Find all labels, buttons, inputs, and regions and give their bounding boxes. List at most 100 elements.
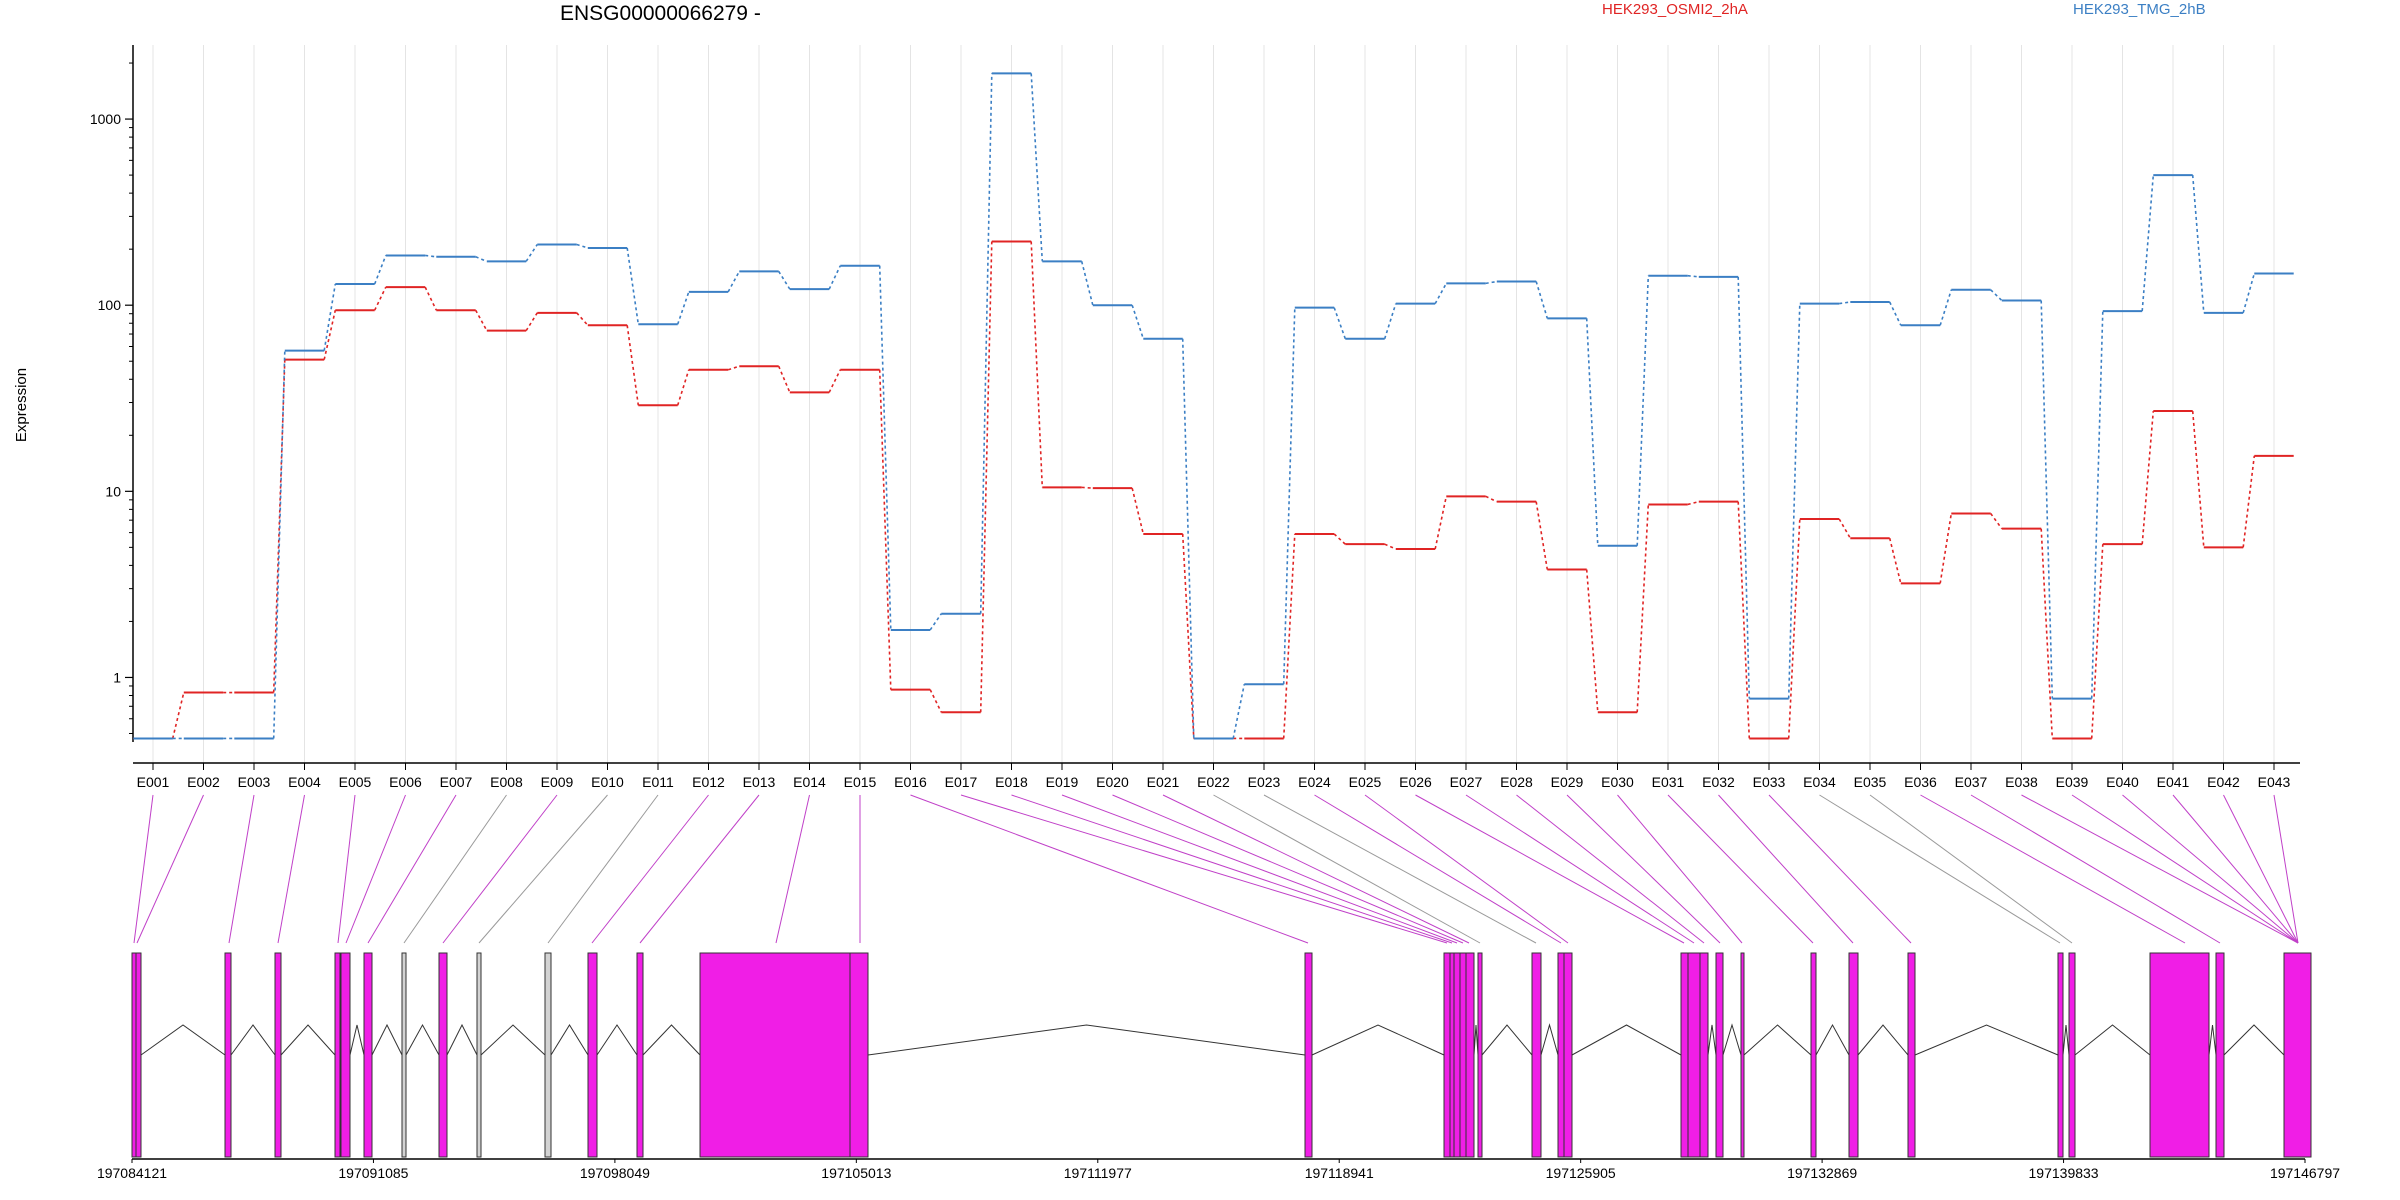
exon-label-e027: E027 [1450, 774, 1483, 790]
intron [405, 1023, 440, 1056]
exon-label-e013: E013 [743, 774, 776, 790]
exon-label-e033: E033 [1753, 774, 1786, 790]
exon-connector [1314, 794, 1562, 944]
exon-label-e006: E006 [389, 774, 422, 790]
intron [2208, 1024, 2217, 1056]
exon-connector [1718, 794, 1854, 944]
y-tick-label: 1000 [90, 111, 121, 127]
exon-connector [1768, 794, 1912, 944]
exon-connector [442, 794, 558, 944]
intron [596, 1024, 638, 1056]
exon-connector [1112, 794, 1464, 944]
exon-box [1687, 952, 1701, 1158]
exon-label-e009: E009 [541, 774, 574, 790]
y-tick-label: 1 [113, 669, 121, 685]
exon-connector [960, 794, 1448, 944]
exon-connector [228, 794, 255, 944]
series-lines [133, 72, 2294, 740]
intron [140, 1024, 226, 1056]
exon-box [699, 952, 851, 1158]
exon-label-e038: E038 [2005, 774, 2038, 790]
exon-connector [1263, 794, 1537, 944]
exon-label-e011: E011 [642, 774, 674, 790]
exon-box [1907, 952, 1916, 1158]
exon-label-e020: E020 [1096, 774, 1129, 790]
exon-connector [639, 794, 760, 944]
exon-box [2283, 952, 2312, 1158]
intron [550, 1024, 589, 1056]
exon-connector [2122, 794, 2299, 944]
exon-box [363, 952, 373, 1158]
exon-label-e003: E003 [238, 774, 271, 790]
exon-connector [775, 794, 810, 944]
exon-label-e014: E014 [793, 774, 826, 790]
legend-entry-tmg: HEK293_TMG_2hB [2073, 1, 2206, 18]
exon-connector [1920, 794, 2186, 944]
exon-box [1810, 952, 1817, 1158]
exon-box [438, 952, 448, 1158]
exon-box [274, 952, 282, 1158]
exon-label-e025: E025 [1349, 774, 1382, 790]
exon-connector [1566, 794, 1721, 944]
exon-label-e007: E007 [440, 774, 473, 790]
genomic-tick-label: 197084121 [97, 1165, 167, 1181]
gene-model [131, 952, 2312, 1158]
exon-connector [910, 794, 1309, 944]
exon-label-e002: E002 [187, 774, 220, 790]
genomic-tick-label: 197091085 [338, 1165, 408, 1181]
exon-connector [133, 794, 154, 944]
genomic-tick-label: 197118941 [1305, 1165, 1374, 1181]
exon-box [1563, 952, 1573, 1158]
vertical-grid [152, 45, 2275, 763]
intron [480, 1024, 546, 1056]
intron [371, 1023, 403, 1056]
exon-label-e029: E029 [1551, 774, 1584, 790]
exon-connector [1819, 794, 2061, 944]
intron [1815, 1023, 1850, 1056]
exon-box [587, 952, 598, 1158]
exon-box [544, 952, 552, 1158]
exon-box [2215, 952, 2225, 1158]
chart-title: ENSG00000066279 - [560, 2, 761, 25]
exon-connector [1011, 794, 1453, 944]
exon-connector [1970, 794, 2221, 944]
intron [1914, 1024, 2059, 1056]
y-tick-label: 10 [105, 483, 121, 499]
intron [2223, 1024, 2285, 1056]
exon-box [2068, 952, 2076, 1158]
genomic-tick-label: 197139833 [2029, 1165, 2099, 1181]
exon-label-e023: E023 [1248, 774, 1281, 790]
exon-box [334, 952, 341, 1158]
exon-label-e015: E015 [844, 774, 877, 790]
exon-box [401, 952, 407, 1158]
exon-connector [1364, 794, 1569, 944]
exon-label-e036: E036 [1904, 774, 1937, 790]
exon-label-e008: E008 [490, 774, 523, 790]
exon-connector [1465, 794, 1695, 944]
exon-connector [1667, 794, 1814, 944]
exon-label-e031: E031 [1652, 774, 1685, 790]
exon-connector [2223, 794, 2299, 944]
exon-box [1459, 952, 1467, 1158]
exon-connector [2021, 794, 2299, 944]
exon-box [1453, 952, 1461, 1158]
exon-box [1699, 952, 1709, 1158]
intron [642, 1024, 701, 1056]
exon-connectors [133, 794, 2299, 944]
exon-connector [277, 794, 305, 944]
genomic-tick-label: 197105013 [821, 1165, 891, 1181]
exon-box [1848, 952, 1859, 1158]
exon-box [1740, 952, 1745, 1158]
exon-label-e010: E010 [591, 774, 624, 790]
exon-box [849, 952, 869, 1158]
exon-box [1715, 952, 1724, 1158]
series-0-connector [171, 241, 2256, 740]
exon-label-e017: E017 [945, 774, 978, 790]
exon-connector [1415, 794, 1685, 944]
intron [1311, 1024, 1445, 1056]
exon-box [1304, 952, 1313, 1158]
exon-box [340, 952, 351, 1158]
exon-box [1449, 952, 1455, 1158]
exon-connector [1061, 794, 1458, 944]
exon-connector [367, 794, 457, 944]
